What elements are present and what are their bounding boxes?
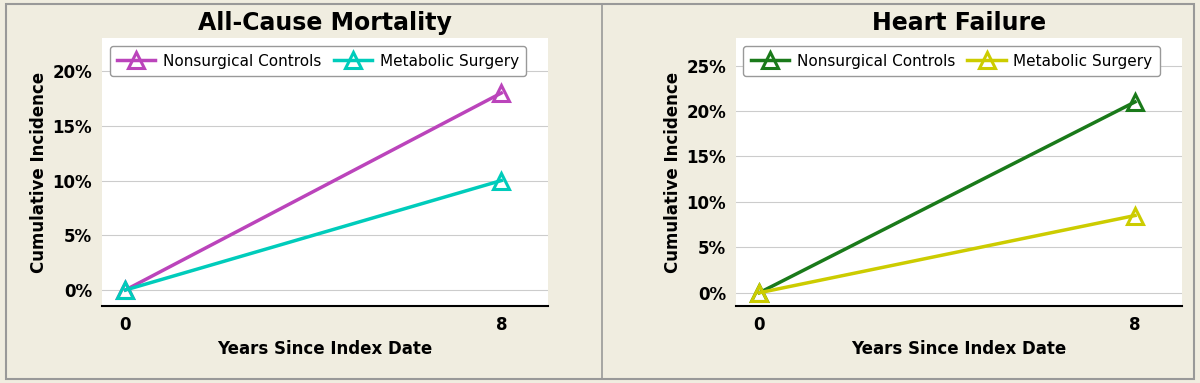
X-axis label: Years Since Index Date: Years Since Index Date [217,340,433,358]
X-axis label: Years Since Index Date: Years Since Index Date [851,340,1067,358]
Y-axis label: Cumulative Incidence: Cumulative Incidence [664,72,682,273]
Legend: Nonsurgical Controls, Metabolic Surgery: Nonsurgical Controls, Metabolic Surgery [743,46,1160,76]
Legend: Nonsurgical Controls, Metabolic Surgery: Nonsurgical Controls, Metabolic Surgery [109,46,527,76]
Y-axis label: Cumulative Incidence: Cumulative Incidence [30,72,48,273]
Title: Heart Failure: Heart Failure [871,11,1046,35]
Title: All-Cause Mortality: All-Cause Mortality [198,11,452,35]
